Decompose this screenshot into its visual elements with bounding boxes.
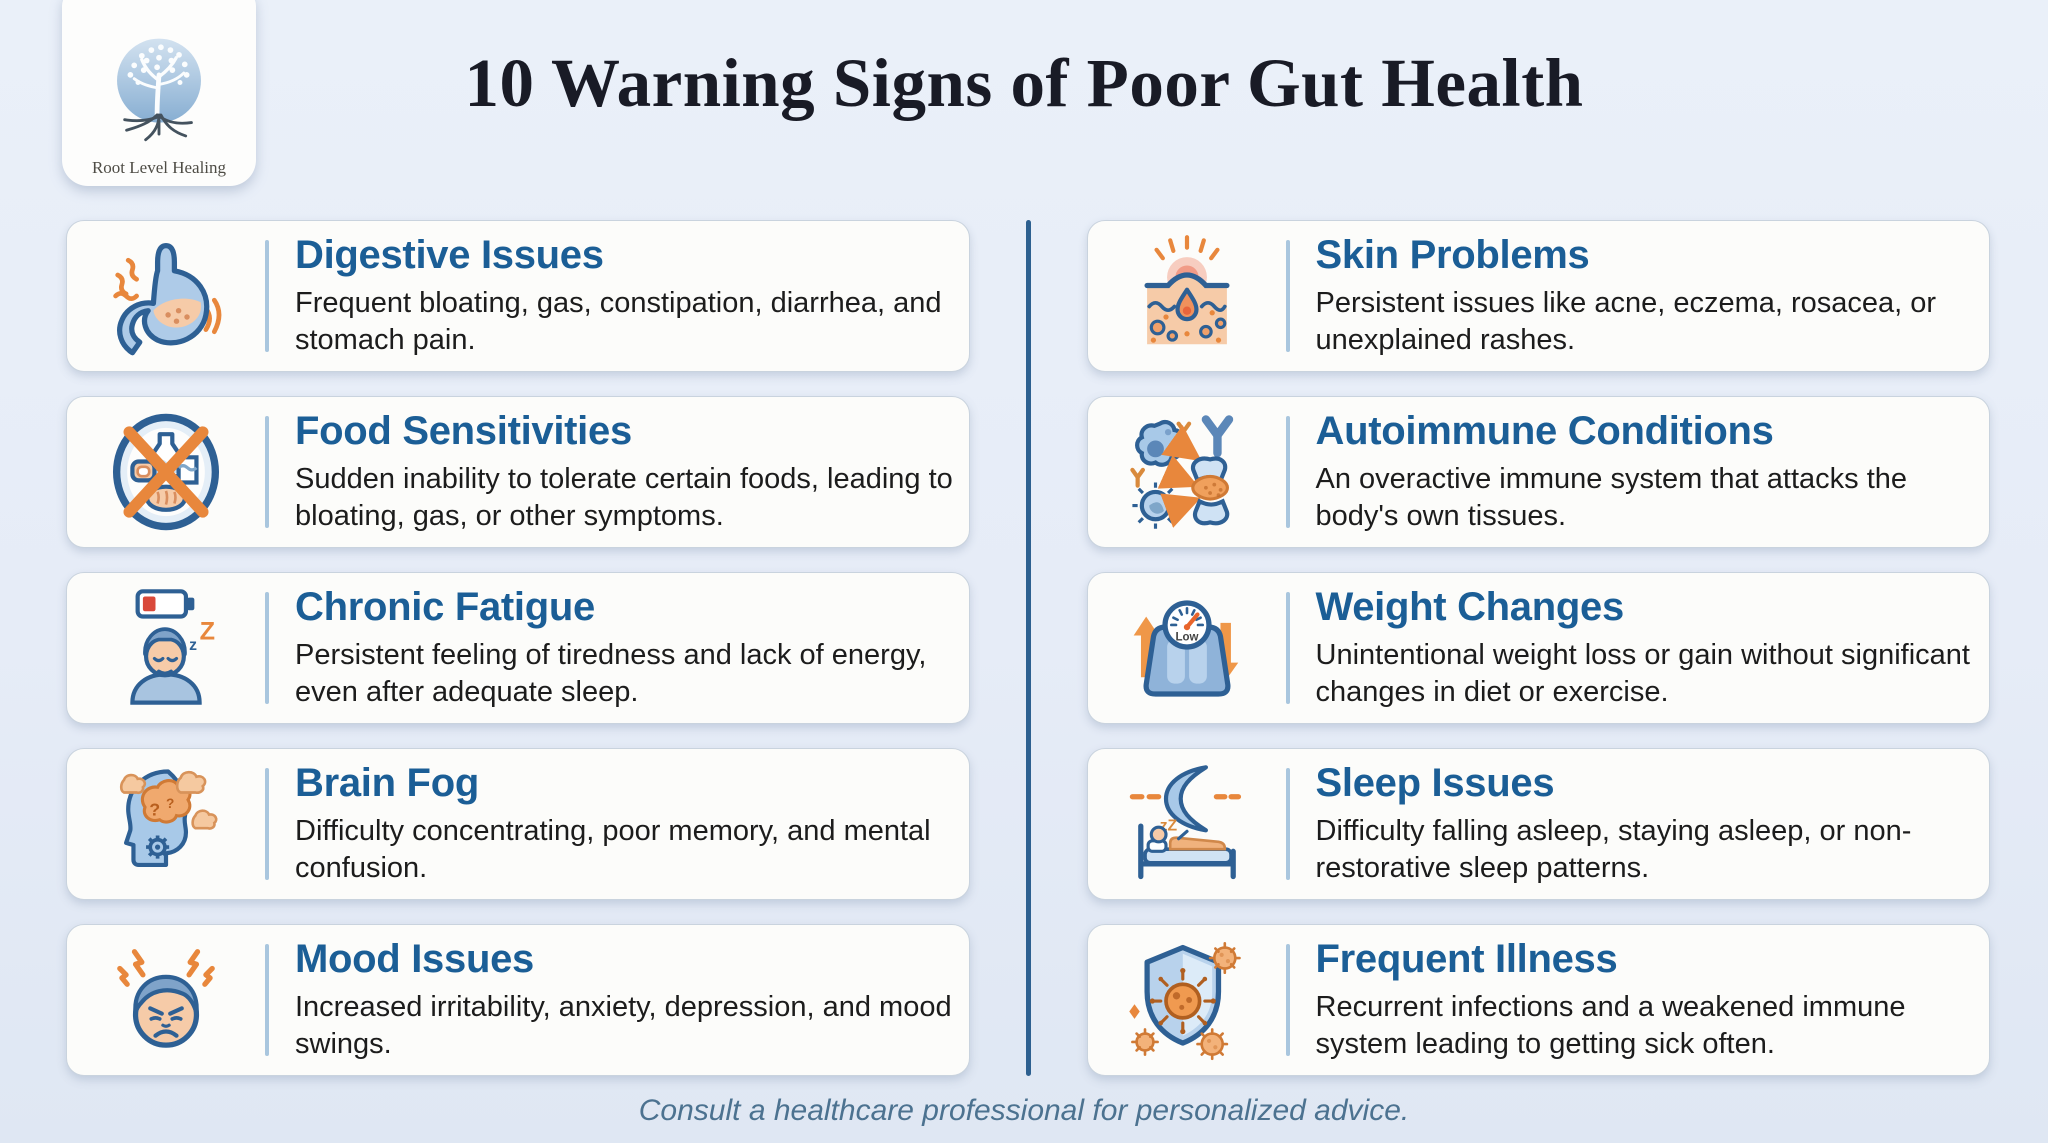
warning-sign-card: z Z Chronic Fatigue Persistent feeling of…: [66, 572, 970, 724]
warning-sign-card: ? ? Brain Fog Difficulty concentrating, p…: [66, 748, 970, 900]
card-divider: [265, 592, 269, 704]
warning-sign-card: Frequent Illness Recurrent infections and…: [1086, 924, 1990, 1076]
card-description: Difficulty falling asleep, staying aslee…: [1315, 815, 1912, 884]
autoimmune-attack-icon: [1088, 409, 1286, 535]
card-description: Persistent feeling of tiredness and lack…: [295, 639, 927, 708]
left-column: Digestive Issues Frequent bloating, gas, …: [66, 220, 970, 1076]
weight-scale-icon: Low: [1088, 585, 1286, 711]
angry-face-icon: [67, 937, 265, 1063]
svg-text:?: ?: [166, 796, 174, 811]
svg-text:z: z: [189, 637, 197, 654]
card-divider: [265, 240, 269, 352]
card-title: Autoimmune Conditions: [1315, 409, 1774, 454]
card-text: Brain Fog Difficulty concentrating, poor …: [269, 761, 969, 886]
warning-sign-card: Low Weight Changes Unintentional weight l…: [1086, 572, 1990, 724]
warning-sign-card: Skin Problems Persistent issues like acne…: [1086, 220, 1990, 372]
card-title: Digestive Issues: [295, 233, 604, 278]
stomach-icon: [67, 233, 265, 359]
card-description: Recurrent infections and a weakened immu…: [1315, 991, 1906, 1060]
card-divider: [265, 416, 269, 528]
card-divider: [1285, 944, 1290, 1056]
svg-text:?: ?: [149, 800, 160, 820]
card-description: An overactive immune system that attacks…: [1315, 463, 1908, 532]
card-divider: [1285, 768, 1290, 880]
card-description: Sudden inability to tolerate certain foo…: [295, 463, 953, 532]
card-title: Frequent Illness: [1315, 937, 1618, 982]
card-description: Difficulty concentrating, poor memory, a…: [295, 815, 931, 884]
svg-text:Low: Low: [1175, 632, 1198, 644]
card-description: Unintentional weight loss or gain withou…: [1315, 639, 1970, 708]
right-column: Skin Problems Persistent issues like acne…: [1086, 220, 1990, 1076]
warning-sign-card: zZ Sleep Issues Difficulty falling asleep…: [1086, 748, 1990, 900]
card-divider: [1285, 240, 1290, 352]
card-text: Food Sensitivities Sudden inability to to…: [269, 409, 969, 534]
column-divider: [1025, 220, 1031, 1076]
card-title: Brain Fog: [295, 761, 479, 806]
brand-logo-card: Root Level Healing: [62, 0, 256, 186]
skin-inflammation-icon: [1088, 233, 1286, 359]
card-title: Food Sensitivities: [295, 409, 632, 454]
card-divider: [1285, 592, 1290, 704]
card-text: Frequent Illness Recurrent infections and…: [1290, 937, 1990, 1062]
card-title: Weight Changes: [1315, 585, 1625, 630]
card-description: Frequent bloating, gas, constipation, di…: [295, 287, 942, 356]
card-title: Chronic Fatigue: [295, 585, 595, 630]
food-intolerance-icon: [67, 409, 265, 535]
card-text: Mood Issues Increased irritability, anxie…: [269, 937, 969, 1062]
tree-roots-logo-icon: [101, 31, 217, 160]
low-battery-fatigue-icon: z Z: [67, 585, 265, 711]
brand-name: Root Level Healing: [91, 158, 227, 177]
warning-sign-card: Digestive Issues Frequent bloating, gas, …: [66, 220, 970, 372]
card-text: Sleep Issues Difficulty falling asleep, s…: [1290, 761, 1990, 886]
moon-sleep-icon: zZ: [1088, 761, 1286, 887]
footer-note: Consult a healthcare professional for pe…: [638, 1094, 1410, 1127]
card-description: Persistent issues like acne, eczema, ros…: [1315, 287, 1937, 356]
page-title: 10 Warning Signs of Poor Gut Health: [464, 45, 1584, 121]
card-divider: [265, 944, 269, 1056]
cards-grid: Digestive Issues Frequent bloating, gas, …: [66, 220, 1990, 1076]
card-text: Autoimmune Conditions An overactive immun…: [1290, 409, 1990, 534]
card-text: Weight Changes Unintentional weight loss …: [1290, 585, 1990, 710]
card-description: Increased irritability, anxiety, depress…: [295, 991, 952, 1060]
warning-sign-card: Mood Issues Increased irritability, anxie…: [66, 924, 970, 1076]
svg-text:Z: Z: [200, 618, 215, 646]
warning-sign-card: Autoimmune Conditions An overactive immun…: [1086, 396, 1990, 548]
card-title: Sleep Issues: [1315, 761, 1555, 806]
card-text: Digestive Issues Frequent bloating, gas, …: [269, 233, 969, 358]
card-title: Mood Issues: [295, 937, 534, 982]
card-divider: [1285, 416, 1290, 528]
shield-virus-icon: [1088, 937, 1286, 1063]
card-divider: [265, 768, 269, 880]
warning-sign-card: Food Sensitivities Sudden inability to to…: [66, 396, 970, 548]
card-text: Chronic Fatigue Persistent feeling of tir…: [269, 585, 969, 710]
brain-fog-icon: ? ?: [67, 761, 265, 887]
card-text: Skin Problems Persistent issues like acne…: [1290, 233, 1990, 358]
card-title: Skin Problems: [1315, 233, 1590, 278]
